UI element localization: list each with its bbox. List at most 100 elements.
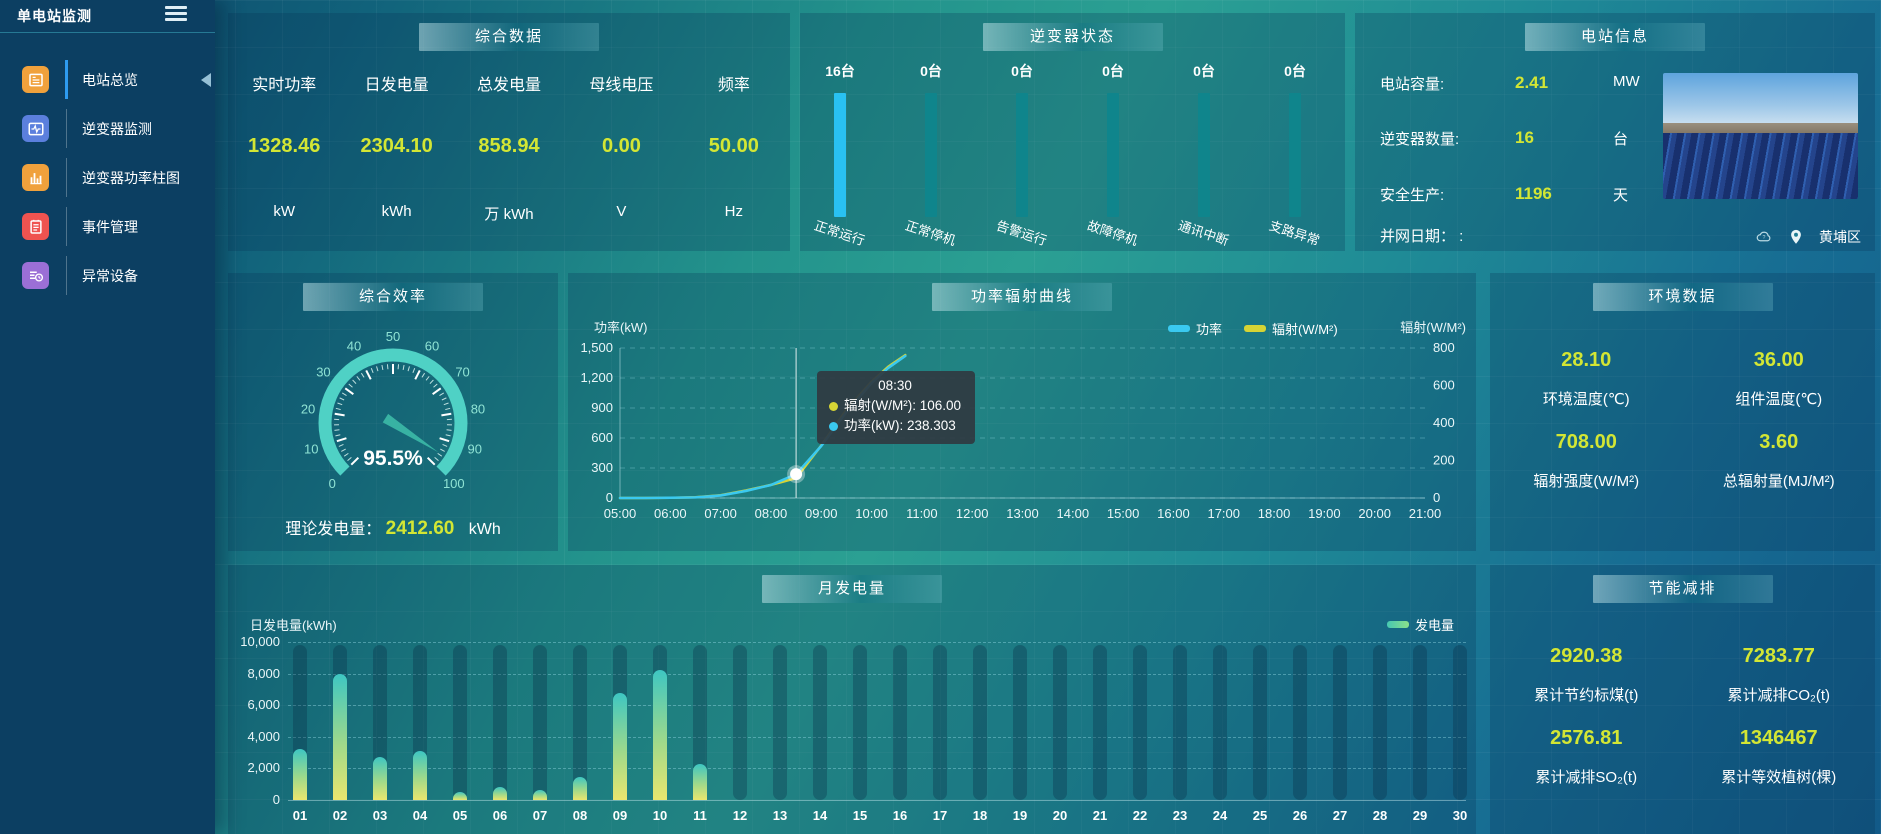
- bar-day-02[interactable]: [333, 673, 347, 800]
- cell-label: 组件温度(℃): [1735, 391, 1823, 408]
- bar-background: [493, 645, 507, 800]
- svg-text:12:00: 12:00: [956, 506, 989, 521]
- x-axis-label: 13: [772, 808, 788, 823]
- sidebar-menu: 电站总览 逆变器监测 逆变器功率柱图事件管理异常设备: [0, 55, 215, 300]
- cell-label: 环境温度(℃): [1542, 391, 1630, 408]
- svg-text:600: 600: [591, 430, 613, 445]
- bar-background: [533, 645, 547, 800]
- metric-value: 1328.46: [248, 135, 321, 157]
- panel-saving-title: 节能减排: [1592, 575, 1773, 603]
- sidebar-item-3[interactable]: 逆变器功率柱图: [0, 153, 215, 202]
- bar-day-08[interactable]: [573, 777, 587, 800]
- inverter-state-label: 通讯中断: [1176, 217, 1231, 249]
- bar-day-01[interactable]: [293, 749, 307, 800]
- sidebar: 单电站监测 电站总览 逆变器监测 逆变器功率柱图 事件管理 异常设备: [0, 0, 215, 834]
- bar-day-03[interactable]: [373, 757, 387, 800]
- bar-background: [733, 645, 747, 800]
- x-axis-label: 24: [1212, 808, 1228, 823]
- hamburger-menu-icon[interactable]: [165, 6, 187, 22]
- metric-label: 母线电压: [589, 77, 654, 94]
- station-location: 黄埔区: [1819, 229, 1861, 245]
- monthly-legend: 发电量: [1386, 615, 1454, 634]
- bar-background: [693, 645, 707, 800]
- inverter-bar[interactable]: [834, 93, 846, 217]
- inverter-count: 0台: [920, 63, 942, 79]
- location-pin-icon[interactable]: [1787, 228, 1805, 246]
- inverter-state-label: 正常运行: [812, 217, 867, 249]
- data-cell-2: 36.00 组件温度(℃): [1683, 349, 1876, 431]
- panel-saving: 节能减排 2920.38 累计节约标煤(t) 7283.77 累计减排CO₂(t) 25…: [1490, 565, 1875, 834]
- svg-text:300: 300: [591, 460, 613, 475]
- y-axis-tick: 10,000: [240, 634, 280, 649]
- station-row-label: 电站容量:: [1380, 76, 1445, 93]
- environment-cells: 28.10 环境温度(℃) 36.00 组件温度(℃) 708.00 辐射强度(W/M²)…: [1490, 349, 1875, 513]
- station-row-unit: MW: [1613, 73, 1640, 90]
- sidebar-item-5[interactable]: 异常设备: [0, 251, 215, 300]
- bar-background: [1093, 645, 1107, 800]
- sidebar-item-1[interactable]: 电站总览: [0, 55, 215, 104]
- svg-text:0: 0: [606, 490, 613, 505]
- station-rows: 电站容量: 2.41 MW 逆变器数量: 16 台安全生产: 1196 天并网日期： :: [1355, 13, 1875, 251]
- bar-day-04[interactable]: [413, 751, 427, 800]
- inverter-bar[interactable]: [1289, 93, 1301, 217]
- sidebar-item-label: 异常设备: [82, 267, 138, 284]
- overview-metric-5: 频率 50.00 Hz: [678, 13, 790, 251]
- sidebar-item-2[interactable]: 逆变器监测: [0, 104, 215, 153]
- cell-value: 2920.38: [1550, 645, 1623, 667]
- x-axis-label: 12: [732, 808, 748, 823]
- x-axis-label: 10: [652, 808, 668, 823]
- bars-icon: [22, 164, 49, 191]
- x-axis-label: 26: [1292, 808, 1308, 823]
- x-axis-label: 22: [1132, 808, 1148, 823]
- weather-cloud-icon[interactable]: ?: [1755, 228, 1773, 246]
- grid-line: [288, 642, 1466, 643]
- legend-label: 辐射(W/M²): [1272, 322, 1338, 337]
- gauge-value: 95.5%: [363, 447, 423, 470]
- bar-background: [1173, 645, 1187, 800]
- svg-text:30: 30: [316, 364, 330, 379]
- svg-text:900: 900: [591, 400, 613, 415]
- svg-text:19:00: 19:00: [1308, 506, 1341, 521]
- legend-item-generation[interactable]: 发电量: [1386, 615, 1454, 634]
- bar-day-06[interactable]: [493, 787, 507, 800]
- svg-text:11:00: 11:00: [906, 506, 938, 521]
- svg-text:600: 600: [1433, 378, 1455, 393]
- bar-background: [1253, 645, 1267, 800]
- svg-text:16:00: 16:00: [1157, 506, 1190, 521]
- menu-divider: [66, 109, 67, 148]
- panel-inverter-title: 逆变器状态: [982, 23, 1163, 51]
- bar-day-09[interactable]: [613, 692, 627, 800]
- power-curve-legend: 功率 辐射(W/M²): [1168, 319, 1338, 338]
- bar-day-05[interactable]: [453, 792, 467, 800]
- cell-label: 累计等效植树(棵): [1721, 769, 1837, 786]
- legend-item-1[interactable]: 功率: [1168, 319, 1222, 338]
- legend-label: 发电量: [1414, 618, 1454, 633]
- metric-value: 0.00: [601, 135, 641, 157]
- tooltip-line-2: 功率(kW): 238.303: [829, 416, 961, 436]
- svg-text:20: 20: [301, 402, 315, 417]
- x-axis-label: 29: [1412, 808, 1428, 823]
- station-location-row: ? 黄埔区: [1355, 227, 1861, 247]
- bar-background: [1293, 645, 1307, 800]
- bar-day-10[interactable]: [653, 670, 667, 800]
- inverter-bar[interactable]: [1107, 93, 1119, 217]
- sidebar-item-label: 事件管理: [82, 218, 138, 235]
- metric-unit: Hz: [724, 203, 743, 220]
- inverter-bar[interactable]: [1016, 93, 1028, 217]
- inverter-bar[interactable]: [1198, 93, 1210, 217]
- grid-line: [288, 736, 1466, 738]
- bar-day-11[interactable]: [693, 764, 707, 800]
- theoretical-generation-value: 2412.60: [385, 518, 455, 539]
- legend-item-2[interactable]: 辐射(W/M²): [1244, 319, 1338, 338]
- legend-swatch: [1168, 325, 1190, 332]
- sidebar-collapse-icon[interactable]: [201, 73, 211, 87]
- monthly-bar-chart[interactable]: 10,000 8,000 6,000 4,000 2,000 0 01 02 03 04 05 06 0…: [228, 565, 1476, 834]
- svg-text:200: 200: [1433, 453, 1455, 468]
- bar-background: [813, 645, 827, 800]
- inverter-count: 16台: [825, 63, 855, 79]
- inverter-bar[interactable]: [925, 93, 937, 217]
- bar-day-07[interactable]: [533, 789, 547, 800]
- efficiency-gauge[interactable]: 0 10 20 30 40 50 60 70 80 90 100: [228, 303, 558, 515]
- sidebar-item-4[interactable]: 事件管理: [0, 202, 215, 251]
